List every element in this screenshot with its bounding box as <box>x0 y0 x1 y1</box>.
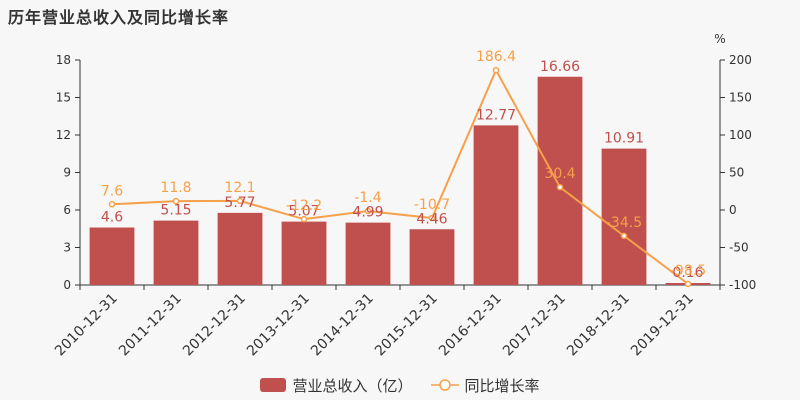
bar <box>153 220 199 285</box>
bar-value-label: 10.91 <box>604 131 644 147</box>
bar-value-label: 4.46 <box>416 211 447 227</box>
x-tick-label: 2017-12-31 <box>500 291 569 360</box>
y-right-tick-label: -100 <box>729 278 756 292</box>
x-tick-label: 2018-12-31 <box>564 291 633 360</box>
bar-series <box>89 76 711 285</box>
y-left-tick-label: 12 <box>56 128 71 142</box>
y-right-tick-label: 100 <box>729 128 752 142</box>
growth-value-label: -98.5 <box>670 263 706 279</box>
x-tick-label: 2011-12-31 <box>116 291 185 360</box>
bar-value-label: 0.16 <box>672 265 703 281</box>
growth-value-label: -34.5 <box>606 215 642 231</box>
legend-item-revenue[interactable]: 营业总收入（亿） <box>260 375 413 396</box>
growth-point <box>108 201 116 208</box>
bar <box>537 76 583 285</box>
bar-value-label: 4.99 <box>352 205 383 221</box>
growth-value-label: -12.2 <box>286 198 322 214</box>
growth-value-label: 12.1 <box>224 180 255 196</box>
legend-label-revenue: 营业总收入（亿） <box>292 376 413 395</box>
growth-value-label: 11.8 <box>160 180 191 196</box>
data-labels: 4.6 5.15 5.77 5.07 4.99 4.46 12.77 16.66 10.91 0.… <box>101 49 706 281</box>
growth-point <box>620 232 628 240</box>
axes: 0 3 6 9 12 15 18 -100 -50 0 50 100 150 200% 2010-12-31… <box>52 32 756 359</box>
growth-point <box>300 215 308 223</box>
bar-value-label: 4.6 <box>101 210 123 226</box>
bar-value-label: 12.77 <box>476 107 516 123</box>
growth-value-label: 7.6 <box>101 183 123 199</box>
chart-title: 历年营业总收入及同比增长率 <box>8 8 230 27</box>
bar-value-label: 5.07 <box>288 204 319 220</box>
bar <box>409 229 455 285</box>
legend-bar-swatch <box>260 378 287 392</box>
bar <box>473 125 519 285</box>
y-right-tick-label: 50 <box>729 166 744 180</box>
x-tick-label: 2010-12-31 <box>52 291 121 360</box>
bar <box>601 148 647 285</box>
x-tick-label: 2016-12-31 <box>436 291 505 360</box>
bar-value-label: 5.77 <box>224 195 255 211</box>
growth-line <box>111 67 689 285</box>
growth-point <box>428 214 436 222</box>
y-right-tick-label: 150 <box>729 91 752 105</box>
growth-point <box>364 207 372 215</box>
x-tick-label: 2012-12-31 <box>180 291 249 360</box>
growth-point <box>172 197 180 205</box>
growth-value-label: -1.4 <box>354 190 381 206</box>
legend-line-swatch <box>430 379 459 391</box>
bar-value-label: 5.15 <box>160 203 191 219</box>
y-right-tick-label: 200 <box>729 53 752 67</box>
y-left-tick-label: 6 <box>63 203 71 217</box>
growth-point <box>236 197 244 205</box>
growth-value-label: 186.4 <box>476 49 516 65</box>
bar <box>217 212 263 285</box>
x-tick-label: 2014-12-31 <box>308 291 377 360</box>
y-right-unit-label: % <box>714 32 725 46</box>
growth-value-label: 30.4 <box>544 166 575 182</box>
growth-value-label: -10.7 <box>414 197 450 213</box>
x-tick-label: 2015-12-31 <box>372 291 441 360</box>
x-tick-label: 2019-12-31 <box>628 291 697 360</box>
bar-value-label: 16.66 <box>540 59 580 75</box>
y-left-tick-label: 0 <box>63 278 71 292</box>
bar <box>89 227 135 285</box>
legend-item-growth[interactable]: 同比增长率 <box>430 375 540 396</box>
y-left-tick-label: 3 <box>63 241 71 255</box>
bar <box>281 221 327 285</box>
y-right-tick-label: -50 <box>729 241 749 255</box>
legend-label-growth: 同比增长率 <box>464 376 540 395</box>
growth-point <box>492 66 500 74</box>
y-left-tick-label: 15 <box>56 91 71 105</box>
legend: 营业总收入（亿） 同比增长率 <box>0 374 800 396</box>
growth-point <box>684 280 692 288</box>
x-tick-label: 2013-12-31 <box>244 291 313 360</box>
y-left-tick-label: 18 <box>56 53 71 67</box>
growth-point <box>556 183 564 191</box>
bar <box>345 222 391 285</box>
y-left-tick-label: 9 <box>63 166 71 180</box>
line-series <box>108 66 692 288</box>
y-right-tick-label: 0 <box>729 203 737 217</box>
